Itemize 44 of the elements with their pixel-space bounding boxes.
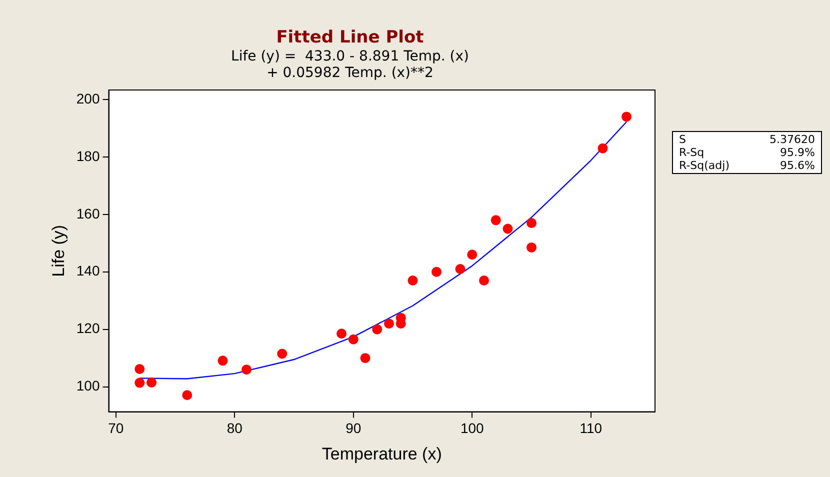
text: R-Sq(adj) bbox=[679, 159, 730, 172]
point bbox=[372, 324, 382, 334]
point bbox=[598, 143, 608, 154]
point bbox=[526, 242, 536, 252]
y-tick-label: 180 bbox=[76, 148, 100, 164]
point bbox=[360, 353, 370, 364]
text: S bbox=[679, 133, 687, 146]
chart-title: Fitted Line Plot bbox=[276, 28, 424, 48]
point bbox=[502, 224, 513, 234]
point bbox=[432, 266, 442, 277]
point bbox=[408, 275, 418, 286]
x-tick-label: 100 bbox=[460, 420, 484, 436]
point bbox=[467, 250, 478, 260]
y-tick-label: 140 bbox=[76, 262, 100, 279]
x-tick-label: 110 bbox=[580, 420, 602, 436]
point bbox=[146, 377, 157, 388]
x-tick-label: 80 bbox=[226, 420, 243, 436]
point bbox=[479, 275, 490, 286]
y-axis-title: Life (y) bbox=[48, 224, 68, 277]
point bbox=[622, 112, 632, 122]
point bbox=[455, 264, 466, 274]
y-tick-label: 100 bbox=[76, 378, 100, 394]
point bbox=[134, 378, 145, 388]
point bbox=[526, 218, 536, 228]
point bbox=[218, 356, 228, 366]
text: 95.9% bbox=[779, 146, 815, 159]
text: 5.37620 bbox=[770, 133, 815, 146]
x-tick-label: 70 bbox=[108, 420, 124, 436]
text: 95.6% bbox=[779, 159, 815, 172]
text: R-Sq bbox=[679, 146, 706, 159]
y-tick-label: 120 bbox=[76, 320, 100, 336]
y-tick-label: 200 bbox=[76, 90, 100, 106]
point bbox=[242, 364, 252, 375]
chart-subtitle: Life (y) = 433.0 - 8.891 Temp. (x) + 0.05982 Temp. (x)**2 bbox=[231, 48, 469, 82]
x-axis-title: Temperature (x) bbox=[322, 444, 442, 464]
point bbox=[384, 318, 394, 329]
point bbox=[348, 334, 358, 344]
point bbox=[277, 348, 288, 359]
point bbox=[490, 215, 501, 226]
point bbox=[336, 328, 347, 339]
y-tick-label: 160 bbox=[76, 205, 100, 222]
point bbox=[182, 390, 192, 400]
x-tick-label: 90 bbox=[346, 420, 362, 436]
point bbox=[134, 364, 145, 374]
